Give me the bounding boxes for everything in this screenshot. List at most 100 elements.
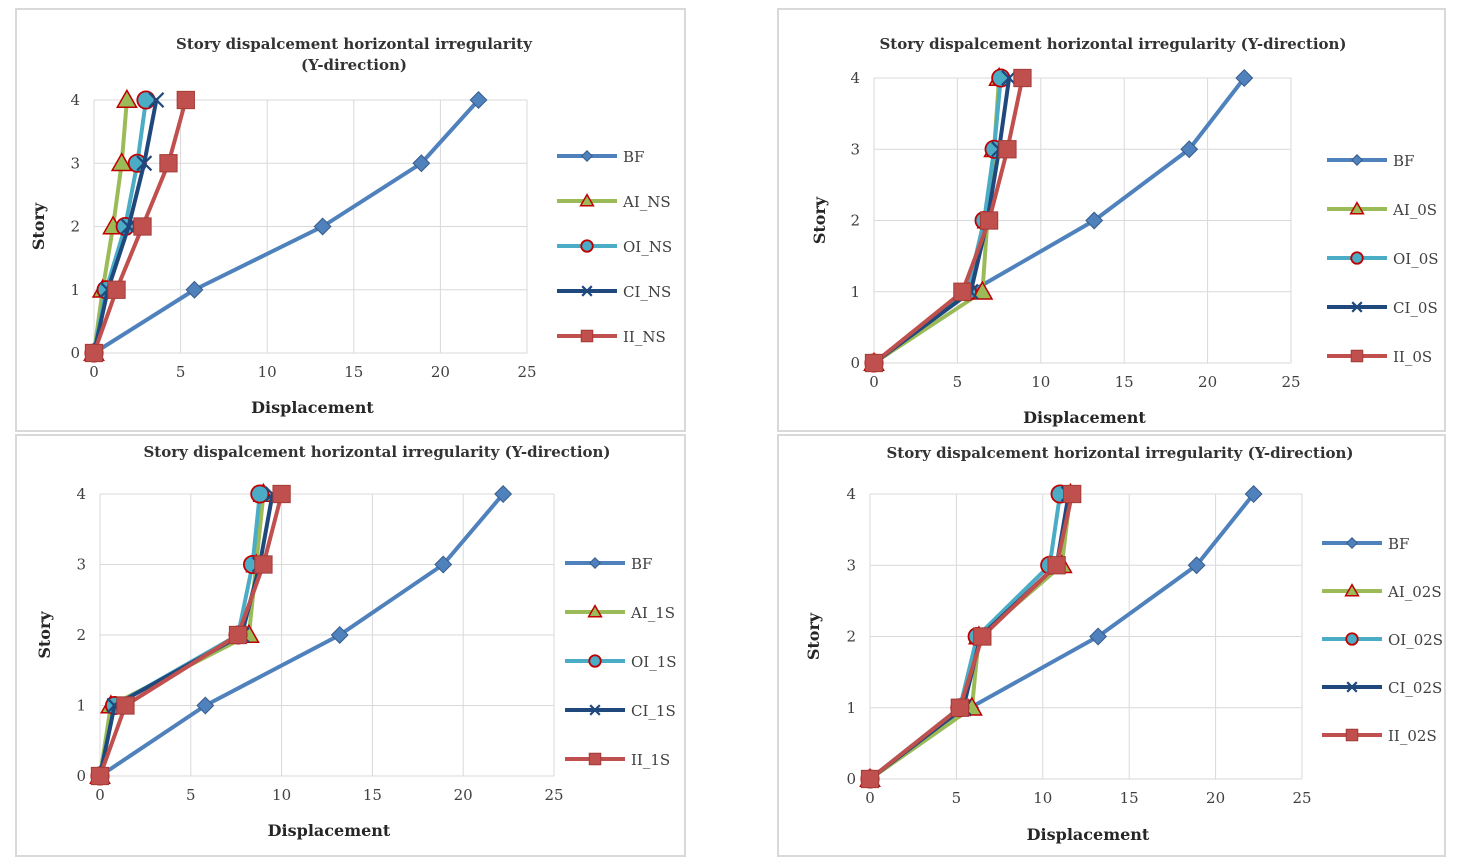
data-point-BF: [1244, 485, 1263, 503]
y-tick-label: 4: [70, 91, 80, 109]
y-tick-label: 0: [70, 344, 80, 362]
legend-label: CI_02S: [1388, 679, 1442, 697]
legend-label: CI_1S: [631, 702, 676, 720]
x-tick-label: 0: [89, 363, 99, 381]
y-tick-label: 0: [76, 767, 86, 785]
legend-entry-II: II_0S: [1327, 348, 1432, 366]
data-point-OI: [250, 484, 270, 504]
y-tick-label: 2: [76, 626, 86, 644]
legend-label: CI_NS: [623, 283, 671, 301]
data-point-II: [1063, 484, 1082, 504]
data-point-CI: [136, 155, 153, 172]
data-point-BF: [330, 626, 349, 644]
y-axis-title: Story: [29, 202, 48, 250]
legend-marker-OI: [588, 654, 602, 668]
x-tick-label: 25: [1292, 789, 1311, 807]
chart-panel-top-left: Story dispalcement horizontal irregulari…: [15, 8, 686, 432]
legend-marker-AI: [579, 193, 595, 207]
chart-svg: Story dispalcement horizontal irregulari…: [29, 35, 672, 417]
series-II-group: [84, 90, 195, 363]
legend-marker-II: [1350, 349, 1364, 363]
legend-marker-AI: [587, 604, 603, 618]
legend-label: BF: [1393, 152, 1414, 170]
data-point-II: [1047, 556, 1066, 575]
data-point-BF: [1187, 556, 1206, 575]
legend-label: OI_NS: [623, 238, 672, 256]
data-point-II: [133, 217, 152, 236]
legend-marker-AI: [1349, 201, 1365, 215]
data-point-II: [107, 280, 126, 299]
legend-label: BF: [631, 555, 652, 573]
data-point-II: [176, 90, 195, 110]
y-tick-label: 3: [846, 556, 856, 574]
data-point-II: [228, 625, 248, 645]
chart-svg: Story dispalcement horizontal irregulari…: [810, 35, 1439, 427]
legend-label: II_NS: [623, 328, 666, 346]
legend-label: AI_02S: [1387, 583, 1442, 601]
legend-entry-II: II_1S: [565, 751, 670, 769]
legend-marker-CI: [1351, 301, 1363, 313]
data-point-II: [1013, 68, 1032, 88]
y-tick-label: 4: [850, 69, 860, 87]
data-point-II: [90, 766, 110, 786]
data-point-BF: [1085, 211, 1104, 230]
legend-entry-CI: CI_1S: [565, 702, 676, 720]
x-tick-label: 0: [865, 789, 875, 807]
data-point-BF: [494, 485, 513, 503]
data-point-CI: [148, 92, 165, 108]
data-point-BF: [469, 91, 488, 109]
legend-entry-II: II_NS: [557, 328, 666, 346]
data-point-BF: [196, 696, 215, 715]
legend-marker-BF: [1351, 154, 1363, 166]
x-tick-label: 0: [95, 786, 105, 804]
legend-marker-OI: [580, 239, 594, 253]
data-point-II: [950, 698, 969, 717]
data-point-II: [84, 343, 104, 363]
legend-label: OI_02S: [1388, 631, 1443, 649]
data-point-AI: [971, 280, 994, 300]
x-tick-label: 15: [344, 363, 363, 381]
x-tick-label: 5: [176, 363, 186, 381]
legend-marker-II: [588, 752, 602, 766]
y-tick-label: 3: [850, 140, 860, 158]
chart-panel-top-right: Story dispalcement horizontal irregulari…: [777, 8, 1446, 432]
legend-label: AI_NS: [622, 193, 671, 211]
legend-entry-AI: AI_02S: [1322, 583, 1442, 601]
x-tick-label: 10: [1031, 373, 1050, 391]
y-tick-label: 0: [850, 354, 860, 372]
data-point-BF: [1089, 627, 1108, 646]
legend-marker-II: [1345, 728, 1359, 742]
legend-marker-CI: [589, 704, 601, 716]
chart-title-line: Story dispalcement horizontal irregulari…: [886, 444, 1353, 462]
legend-entry-CI: CI_02S: [1322, 679, 1442, 697]
legend-marker-BF: [589, 557, 601, 569]
legend-marker-CI: [1346, 681, 1358, 693]
y-tick-label: 3: [76, 556, 86, 574]
legend-entry-BF: BF: [1322, 535, 1409, 553]
data-point-II: [998, 140, 1017, 159]
data-point-II: [116, 696, 135, 715]
y-tick-label: 1: [70, 281, 80, 299]
x-tick-label: 15: [1115, 373, 1134, 391]
x-tick-label: 15: [1120, 789, 1139, 807]
legend-entry-CI: CI_NS: [557, 283, 671, 301]
data-point-AI: [116, 88, 138, 108]
data-point-BF: [313, 217, 332, 236]
legend-label: BF: [623, 148, 644, 166]
legend-entry-OI: OI_02S: [1322, 631, 1443, 649]
legend-entry-CI: CI_0S: [1327, 299, 1438, 317]
series-II-group: [864, 68, 1032, 373]
x-tick-label: 15: [363, 786, 382, 804]
legend-marker-II: [580, 329, 594, 343]
y-tick-label: 2: [850, 212, 860, 230]
chart-panel-bottom-left: Story dispalcement horizontal irregulari…: [15, 434, 686, 857]
x-tick-label: 20: [1206, 789, 1225, 807]
legend-entry-AI: AI_1S: [565, 604, 675, 622]
legend-entry-BF: BF: [1327, 152, 1414, 170]
legend-marker-CI: [581, 285, 593, 297]
data-point-II: [979, 211, 999, 230]
data-point-BF: [185, 280, 204, 299]
y-tick-label: 4: [76, 485, 86, 503]
legend-entry-AI: AI_0S: [1327, 201, 1437, 219]
chart-title-line: Story dispalcement horizontal irregulari…: [143, 443, 610, 461]
